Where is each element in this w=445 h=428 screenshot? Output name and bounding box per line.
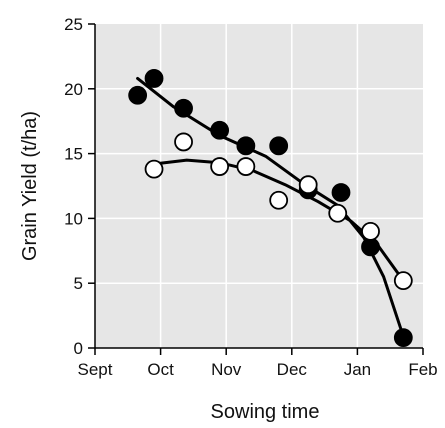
data-markers xyxy=(128,69,413,348)
y-tick-label: 15 xyxy=(64,145,83,164)
filled-data-point xyxy=(144,69,164,88)
y-tick-label: 20 xyxy=(64,80,83,99)
filled-data-point xyxy=(269,136,289,156)
filled-data-point xyxy=(361,237,380,257)
open-data-point xyxy=(174,132,193,152)
x-tick-label: Dec xyxy=(277,360,308,379)
filled-data-point xyxy=(210,120,230,140)
open-data-point xyxy=(298,175,318,195)
filled-data-point xyxy=(128,85,148,105)
open-data-point xyxy=(269,190,289,210)
open-data-point xyxy=(236,157,256,176)
plot-area-background xyxy=(95,24,423,348)
open-data-point xyxy=(210,157,230,176)
y-tick-label: 5 xyxy=(74,274,83,293)
filled-data-point xyxy=(174,98,193,118)
gridlines xyxy=(95,24,423,348)
y-tick-label: 0 xyxy=(74,339,83,358)
y-tick-label: 10 xyxy=(64,209,83,228)
x-tick-label: Feb xyxy=(408,360,437,379)
y-tick-label: 25 xyxy=(64,15,83,34)
open-data-point xyxy=(328,203,348,223)
x-axis-title: Sowing time xyxy=(211,401,320,423)
x-tick-label: Sept xyxy=(78,360,113,379)
x-tick-label: Jan xyxy=(344,360,371,379)
open-data-point xyxy=(393,271,413,291)
y-axis-title: Grain Yield (t/ha) xyxy=(19,111,41,261)
filled-data-point xyxy=(393,328,413,348)
filled-data-point xyxy=(331,183,351,202)
open-data-point xyxy=(144,159,164,179)
tick-labels: Sept Oct Nov Dec Jan Feb 0 5 10 15 20 25 xyxy=(64,15,438,379)
axes xyxy=(88,23,424,355)
x-tick-label: Nov xyxy=(211,360,242,379)
open-data-point xyxy=(361,221,380,241)
x-tick-label: Oct xyxy=(147,360,174,379)
filled-data-point xyxy=(236,136,256,156)
